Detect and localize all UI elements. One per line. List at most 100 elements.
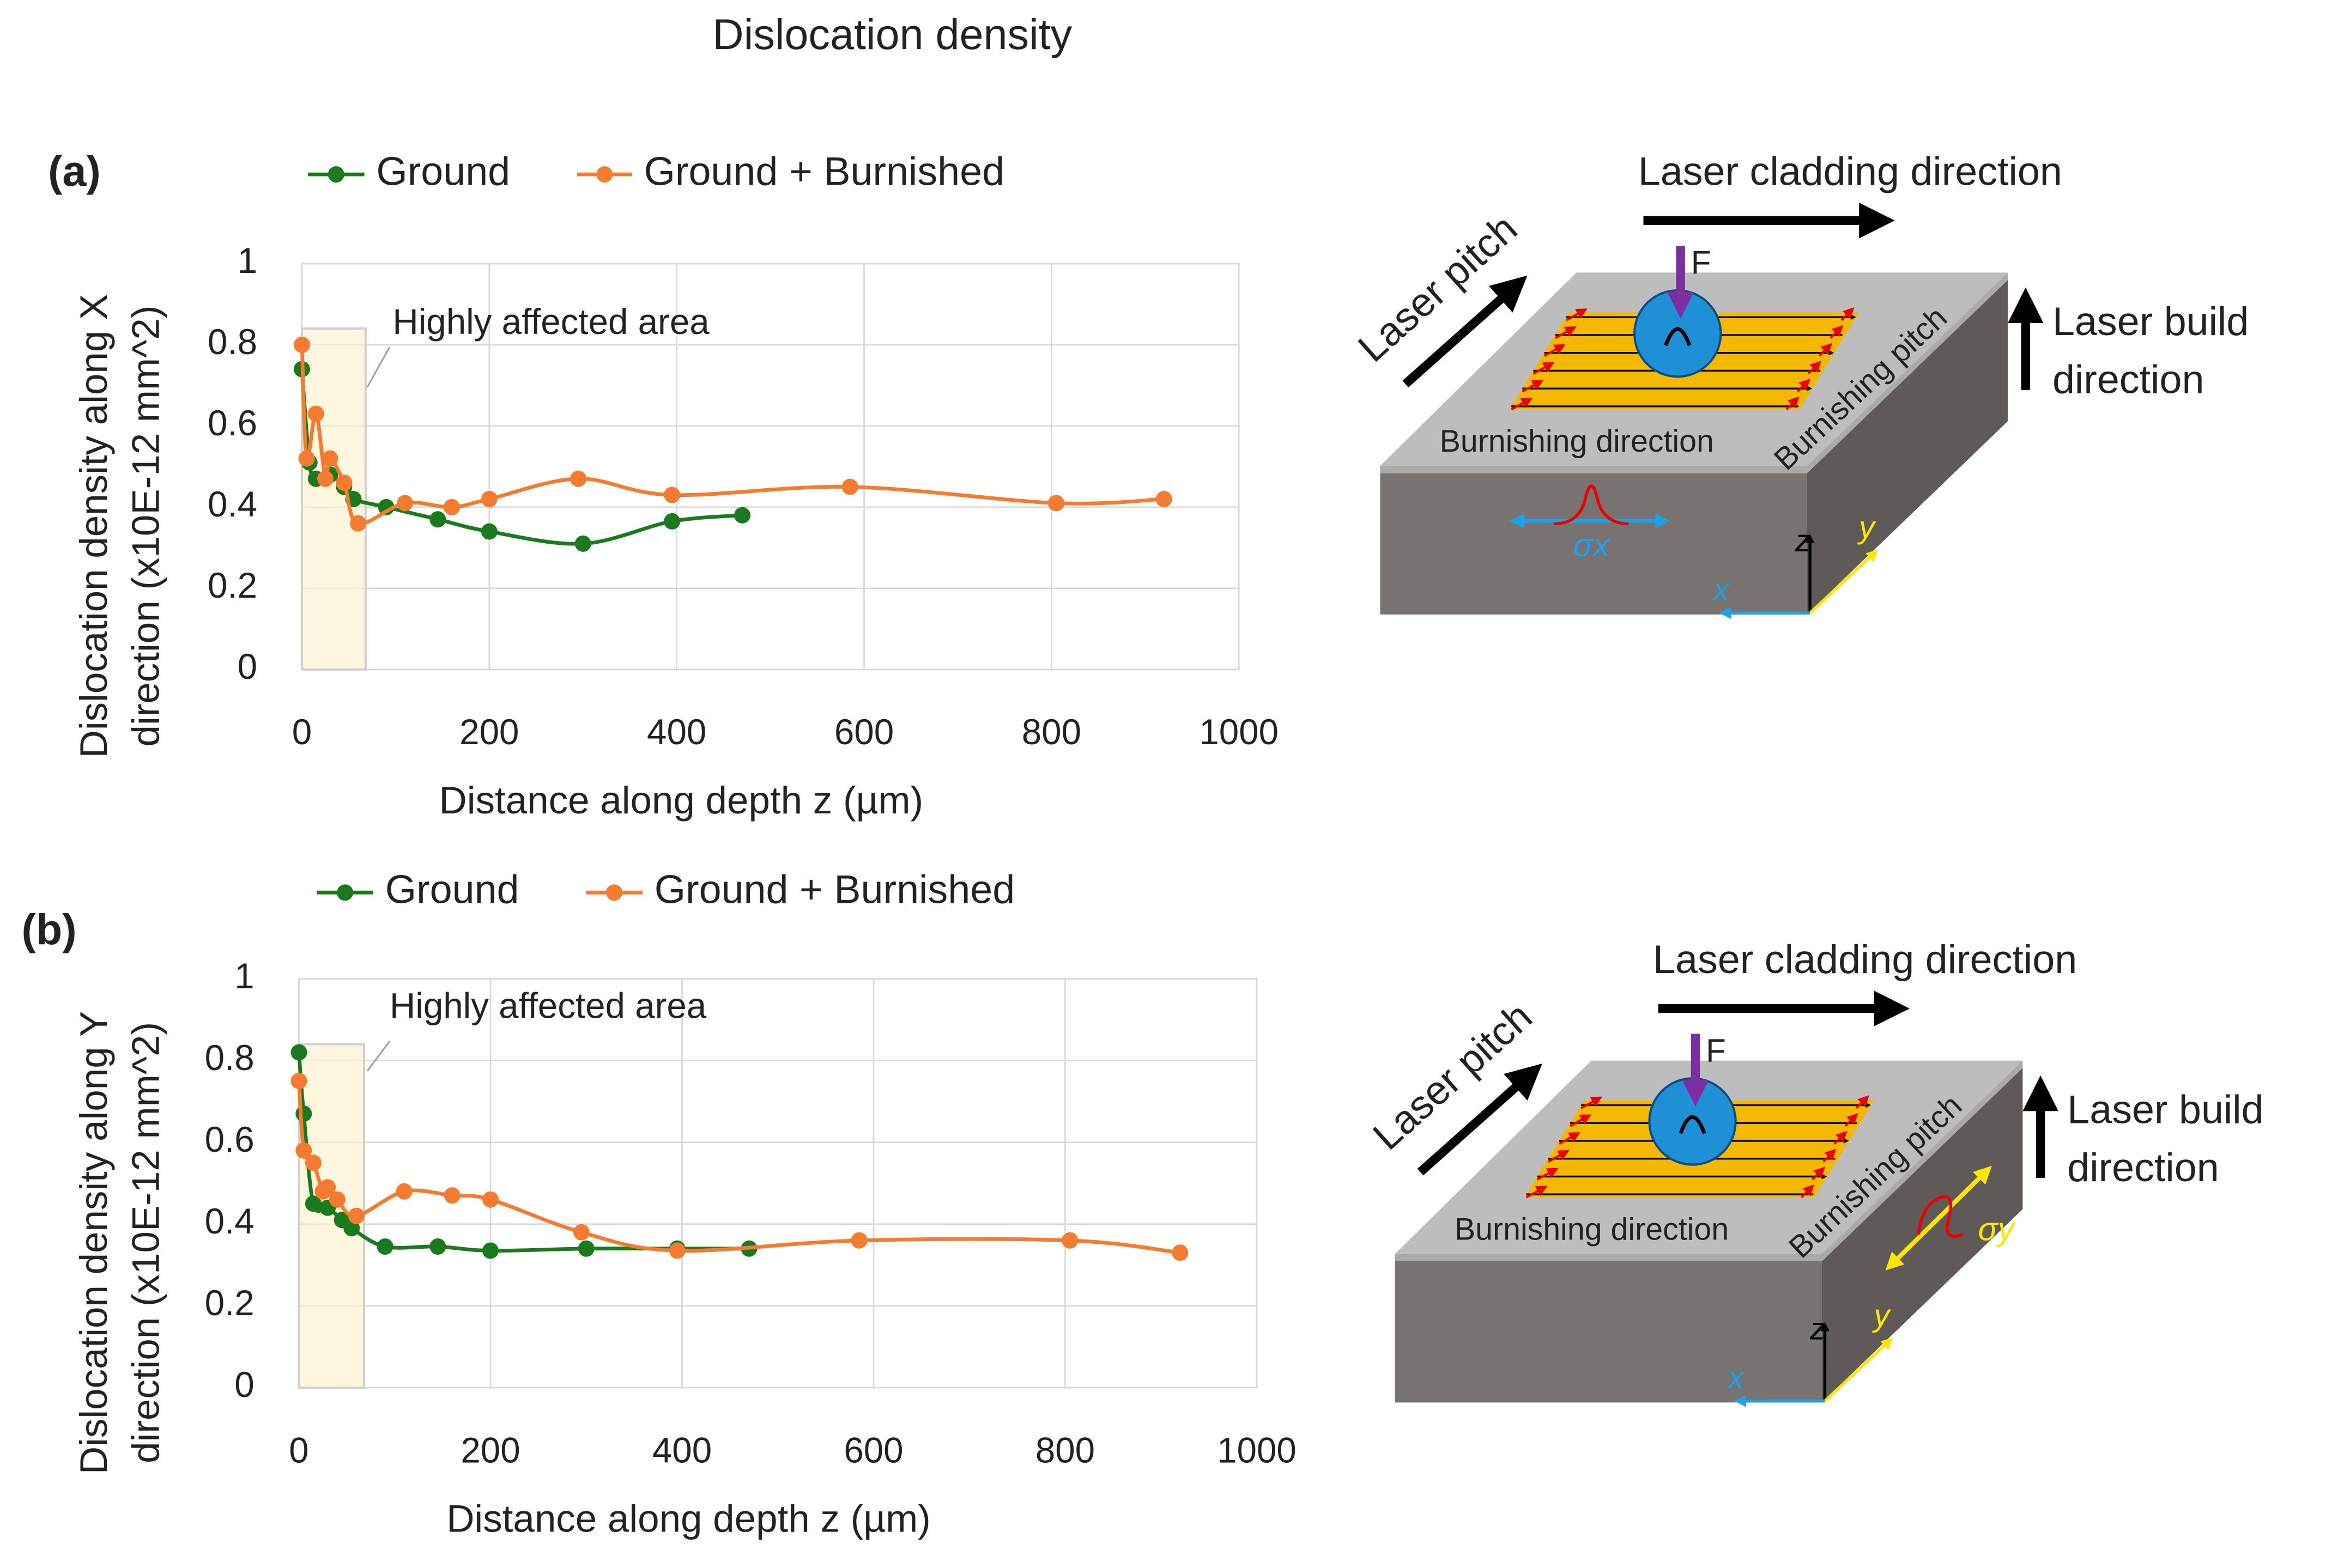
- data-point: [1155, 490, 1172, 507]
- force-label: F: [1706, 1032, 1726, 1069]
- data-point: [444, 499, 461, 515]
- data-point: [290, 1044, 307, 1061]
- y-axis-label: direction (x10E-12 mm^2): [125, 306, 168, 747]
- data-point: [343, 1220, 360, 1237]
- stress-label: σy: [1978, 1211, 2016, 1247]
- data-point: [841, 478, 858, 495]
- plot-area: [301, 263, 1240, 671]
- data-point: [336, 475, 353, 491]
- data-point: [851, 1232, 868, 1249]
- rotation-arrow: [1664, 327, 1692, 347]
- data-point: [482, 1242, 499, 1259]
- pitch-label: Laser pitch: [1349, 205, 1525, 370]
- figure-title: Dislocation density: [713, 10, 1073, 58]
- x-tick-label: 0: [292, 712, 312, 752]
- step-arrow: [1533, 362, 1555, 375]
- build-label: Laser build: [2067, 1087, 2263, 1132]
- x-label: x: [1727, 1360, 1745, 1395]
- y-tick-label: 1: [234, 956, 254, 996]
- data-point: [378, 499, 395, 515]
- build-label: Laser build: [2052, 299, 2249, 344]
- step-arrow: [1536, 1168, 1559, 1181]
- legend-label: Ground + Burnished: [644, 149, 1004, 194]
- x-axis-label: Distance along depth z (µm): [439, 779, 924, 822]
- block-front: [1395, 1261, 1822, 1403]
- data-point: [295, 1142, 312, 1159]
- pitch-arrow: [1402, 275, 1528, 388]
- y-tick-label: 0: [234, 1365, 254, 1405]
- data-point: [305, 1154, 322, 1171]
- y-axis-label: direction (x10E-12 mm^2): [125, 1022, 168, 1463]
- build-label: direction: [2067, 1145, 2219, 1190]
- y-tick-label: 0.6: [208, 403, 257, 443]
- data-point: [396, 1183, 413, 1200]
- data-point: [350, 515, 367, 532]
- data-point: [319, 1179, 336, 1196]
- diagram: F Laser cladding direction Laser pitch Lase…: [1349, 149, 2249, 619]
- x-tick-label: 400: [652, 1430, 712, 1470]
- legend-label: Ground + Burnished: [655, 867, 1015, 912]
- z-label: z: [1809, 1311, 1826, 1346]
- data-point: [377, 1238, 393, 1255]
- step-arrow: [1511, 398, 1533, 411]
- y-tick-label: 0.6: [205, 1120, 255, 1159]
- step-arrow: [1554, 326, 1577, 339]
- data-point: [293, 336, 310, 353]
- cladding-label: Laser cladding direction: [1638, 149, 2062, 194]
- diagram: F Laser cladding direction Laser pitch Lase…: [1364, 937, 2264, 1407]
- x-axis-label: Distance along depth z (µm): [446, 1497, 931, 1540]
- step-arrow: [1785, 396, 1800, 410]
- stress-profile: [1917, 1195, 1964, 1238]
- y-tick-label: 0.4: [205, 1201, 255, 1241]
- y-label: y: [1871, 1298, 1891, 1333]
- x-tick-label: 200: [459, 712, 519, 752]
- data-point: [444, 1187, 461, 1204]
- step-arrow: [1819, 343, 1833, 357]
- rotation-arrow: [1679, 1115, 1706, 1134]
- annotation-leader: [366, 347, 391, 388]
- y-tick-label: 0.2: [208, 566, 257, 605]
- y-axis: [1809, 549, 1879, 615]
- step-arrow: [1570, 1114, 1592, 1127]
- x-tick-label: 800: [1022, 712, 1081, 752]
- stress-profile: [1554, 484, 1629, 526]
- data-point: [482, 1191, 499, 1208]
- y-axis: [1824, 1337, 1893, 1402]
- data-point: [429, 511, 446, 528]
- block-front: [1380, 473, 1807, 615]
- step-arrow: [1830, 325, 1844, 339]
- y-tick-label: 0.4: [208, 484, 257, 524]
- pitch-arrow: [1417, 1063, 1542, 1176]
- data-point: [734, 507, 751, 524]
- step-arrow: [1855, 1095, 1869, 1109]
- y-axis-label: Dislocation density along Y: [72, 1011, 116, 1474]
- x-tick-label: 0: [289, 1430, 308, 1470]
- data-point: [317, 470, 334, 487]
- force-label: F: [1691, 244, 1711, 281]
- legend-marker: [328, 166, 344, 183]
- y-tick-label: 0.8: [205, 1038, 255, 1078]
- annotation: Highly affected area: [390, 986, 707, 1025]
- x-tick-label: 800: [1035, 1430, 1095, 1470]
- x-label: x: [1712, 573, 1730, 607]
- x-tick-label: 400: [647, 712, 706, 752]
- step-arrow: [1547, 1150, 1570, 1163]
- step-arrow: [1833, 1131, 1848, 1145]
- panel-label: (b): [22, 905, 77, 953]
- data-point: [1047, 495, 1064, 512]
- y-tick-label: 0.8: [208, 322, 257, 362]
- step-arrow: [1844, 1113, 1858, 1127]
- y-tick-label: 0.2: [205, 1283, 255, 1323]
- x-tick-label: 200: [461, 1430, 520, 1470]
- legend-label: Ground: [376, 149, 510, 194]
- stress-label: σx: [1573, 527, 1610, 563]
- x-tick-label: 600: [834, 712, 894, 752]
- step-arrow: [1522, 380, 1544, 393]
- legend-marker: [337, 884, 354, 901]
- legend-label: Ground: [385, 867, 519, 912]
- y-label: y: [1857, 510, 1876, 545]
- data-point: [429, 1238, 446, 1255]
- data-point: [481, 490, 498, 507]
- step-arrow: [1580, 1096, 1603, 1109]
- z-label: z: [1795, 524, 1811, 558]
